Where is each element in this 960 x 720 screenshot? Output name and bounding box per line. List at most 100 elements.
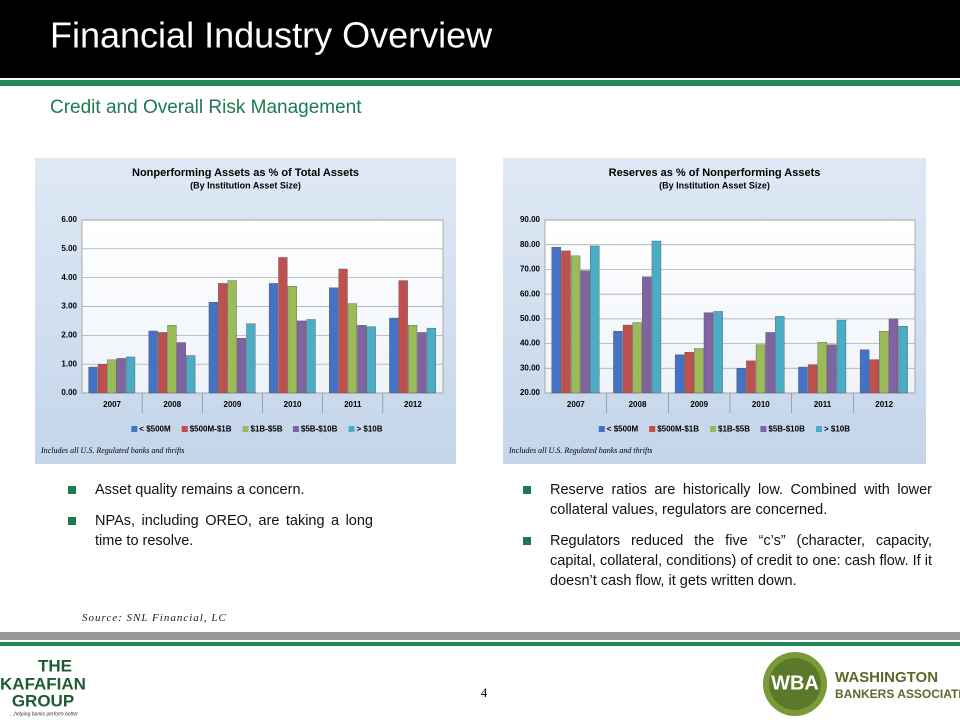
y-tick-label: 0.00 (61, 388, 77, 397)
chart-subtitle: (By Institution Asset Size) (659, 180, 770, 190)
legend-swatch (598, 426, 605, 432)
bar (125, 356, 136, 394)
bar (208, 301, 218, 394)
bar (775, 316, 785, 394)
bar (157, 332, 168, 394)
x-tick-label: 2010 (284, 400, 302, 409)
bar (186, 355, 196, 394)
slide-title: Financial Industry Overview (50, 15, 493, 56)
y-tick-label: 5.00 (61, 244, 77, 253)
bar (176, 342, 186, 394)
left-bullets: Asset quality remains a concern. NPAs, i… (68, 480, 373, 562)
bar (570, 255, 581, 394)
bar (765, 332, 775, 394)
legend-label: > $10B (824, 425, 850, 434)
bar (827, 344, 837, 394)
legend-label: $1B-$5B (718, 425, 750, 434)
x-tick-label: 2007 (103, 400, 121, 409)
bar (148, 330, 158, 394)
bar (236, 338, 247, 394)
legend-swatch (760, 426, 767, 432)
bar (218, 283, 228, 394)
x-tick-label: 2011 (344, 400, 362, 409)
footer-band (0, 632, 960, 640)
legend-label: > $10B (357, 425, 383, 434)
y-tick-label: 40.00 (520, 339, 541, 348)
bar (798, 366, 808, 394)
right-bullets: Reserve ratios are historically low. Com… (523, 480, 932, 602)
bar (107, 359, 117, 394)
bar (426, 327, 436, 394)
wba-logo: WBA WASHINGTON BANKERS ASSOCIATION (763, 652, 960, 716)
chart-title: Reserves as % of Nonperforming Assets (609, 167, 821, 179)
legend-label: $5B-$10B (301, 425, 338, 434)
legend-swatch (710, 426, 716, 432)
bar (297, 320, 307, 394)
x-tick-label: 2010 (752, 400, 770, 409)
chart: Nonperforming Assets as % of Total Asset… (35, 158, 456, 464)
chart-note: Includes all U.S. Regulated banks and th… (40, 446, 185, 455)
kafafian-logo: THE KAFAFIAN GROUP ...helping banks perf… (0, 656, 86, 717)
logo-text: GROUP (12, 691, 74, 710)
y-tick-label: 90.00 (520, 215, 541, 224)
bar (713, 311, 723, 394)
bar (736, 368, 747, 394)
logo-text: THE (38, 656, 72, 675)
y-tick-label: 1.00 (61, 359, 77, 368)
legend-swatch (242, 426, 249, 432)
chart-subtitle: (By Institution Asset Size) (190, 180, 301, 190)
logo-text: KAFAFIAN (0, 674, 86, 693)
bar (859, 349, 870, 394)
y-tick-label: 30.00 (520, 363, 541, 372)
y-tick-label: 80.00 (520, 240, 541, 249)
bar (684, 352, 694, 394)
bar (694, 348, 704, 394)
logo-initials: WBA (771, 672, 819, 694)
bullet: Asset quality remains a concern. (68, 480, 373, 500)
logo-text: BANKERS ASSOCIATION (835, 687, 960, 701)
y-tick-label: 6.00 (61, 215, 77, 224)
source-note: Source: SNL Financial, LC (82, 612, 227, 624)
bar (246, 323, 256, 394)
bar (879, 331, 889, 394)
legend-swatch (292, 426, 299, 432)
bar (561, 250, 571, 394)
x-tick-label: 2007 (567, 400, 585, 409)
bar (268, 283, 279, 394)
bullet: NPAs, including OREO, are taking a long … (68, 513, 373, 549)
x-tick-label: 2011 (814, 400, 832, 409)
x-tick-label: 2012 (404, 400, 422, 409)
legend-label: $500M-$1B (190, 425, 232, 434)
legend-swatch (348, 426, 355, 432)
logo-tagline: ...helping banks perform better (10, 711, 78, 717)
bar (338, 268, 348, 394)
legend-label: < $500M (607, 425, 639, 434)
legend-swatch (181, 426, 188, 432)
x-tick-label: 2012 (875, 400, 893, 409)
bar (97, 363, 107, 394)
y-tick-label: 20.00 (520, 388, 541, 397)
chart-title: Nonperforming Assets as % of Total Asset… (132, 167, 359, 179)
legend-swatch (649, 426, 656, 432)
plot-area (544, 219, 916, 394)
header-bar (0, 0, 960, 78)
bar (88, 366, 98, 394)
bar (580, 270, 590, 394)
x-tick-label: 2008 (629, 400, 647, 409)
footer-stripe (0, 642, 960, 646)
x-tick-label: 2009 (224, 400, 242, 409)
legend-label: $500M-$1B (657, 425, 699, 434)
page-number: 4 (481, 685, 488, 700)
bar (389, 317, 399, 394)
y-tick-label: 60.00 (520, 289, 541, 298)
bar (417, 332, 427, 394)
bar (817, 342, 827, 394)
bar (227, 280, 237, 394)
bar (703, 312, 714, 394)
x-tick-label: 2008 (163, 400, 181, 409)
y-tick-label: 50.00 (520, 314, 541, 323)
bar (898, 326, 908, 394)
y-tick-label: 70.00 (520, 265, 541, 274)
